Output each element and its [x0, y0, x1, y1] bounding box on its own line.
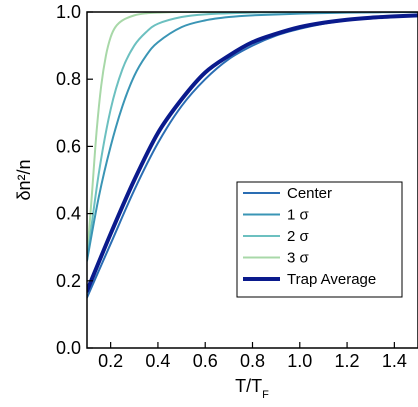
- y-tick-label: 1.0: [56, 2, 81, 22]
- series-line-1: [87, 12, 418, 262]
- x-tick-label: 1.0: [287, 351, 312, 371]
- legend-label: Trap Average: [287, 271, 376, 288]
- x-tick-label: 0.6: [193, 351, 218, 371]
- y-tick-label: 0.2: [56, 271, 81, 291]
- plot-frame: [86, 11, 418, 349]
- legend-label: Center: [287, 185, 332, 202]
- x-tick-label: 1.2: [335, 351, 360, 371]
- x-tick-label: 0.4: [145, 351, 170, 371]
- y-axis: 0.0 0.2 0.4 0.6 0.8 1.0: [56, 2, 93, 358]
- x-axis-label-main: T/T: [235, 376, 262, 396]
- y-tick-label: 0.8: [56, 69, 81, 89]
- y-axis-label: δn²/n: [14, 159, 34, 200]
- x-tick-label: 0.2: [98, 351, 123, 371]
- y-tick-label: 0.0: [56, 338, 81, 358]
- series-line-trap-average: [87, 13, 418, 293]
- legend-label: 2 σ: [287, 228, 310, 245]
- x-axis-label-sub: F: [262, 389, 269, 401]
- legend-label: 3 σ: [287, 250, 310, 267]
- legend: Center 1 σ 2 σ 3 σ Trap Average: [236, 181, 403, 298]
- y-tick-label: 0.4: [56, 204, 81, 224]
- series-line-3: [87, 12, 418, 259]
- x-tick-label: 0.8: [240, 351, 265, 371]
- series-layer: [87, 12, 418, 299]
- x-axis: 0.2 0.4 0.6 0.8 1.0 1.2 1.4: [98, 342, 407, 371]
- legend-label: 1 σ: [287, 207, 310, 224]
- x-axis-label: T/TF: [235, 376, 269, 401]
- x-tick-label: 1.4: [382, 351, 407, 371]
- y-tick-label: 0.6: [56, 136, 81, 156]
